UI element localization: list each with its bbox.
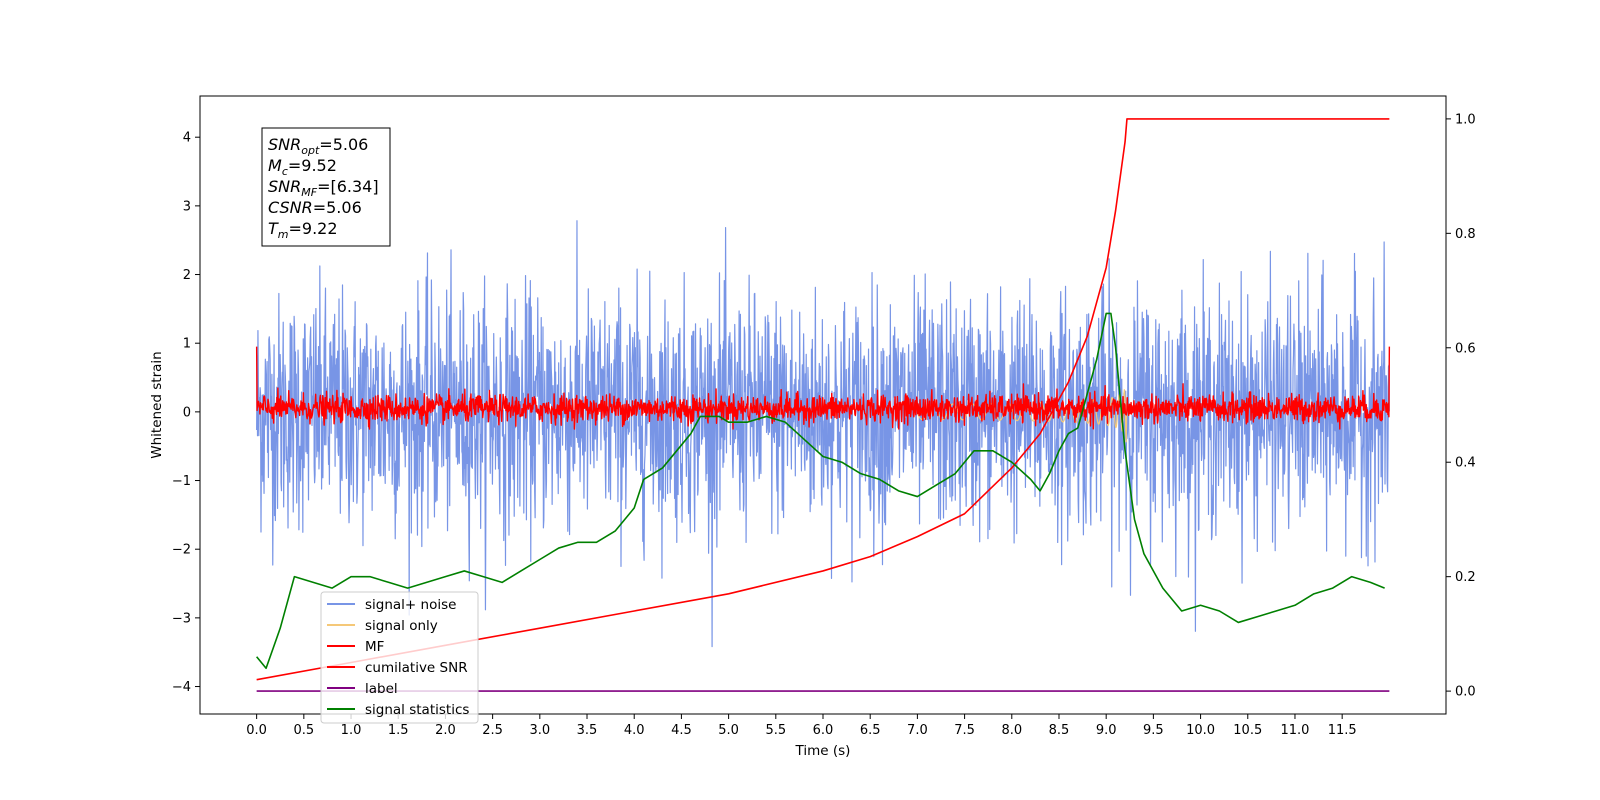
x-tick-label: 10.5 — [1233, 723, 1262, 738]
annotation-line: SNRMF=[6.34] — [268, 177, 379, 199]
annotation-frame — [261, 127, 391, 247]
x-tick-label: 6.0 — [813, 723, 834, 738]
x-tick-label: 3.0 — [529, 723, 550, 738]
series-cumulative-snr-line — [256, 118, 1390, 681]
y2-tick-label: 0.6 — [1455, 341, 1476, 356]
legend-entry-label: label — [365, 681, 398, 697]
x-tick-label: 2.5 — [482, 723, 503, 738]
y-axis-right: 1.0 0.8 0.6 0.4 0.2 0.0 — [1446, 112, 1476, 700]
x-tick-label: 9.5 — [1143, 723, 1164, 738]
x-tick-label: 3.5 — [577, 723, 598, 738]
x-tick-label: 7.5 — [954, 723, 975, 738]
y-axis-label: Whitened strain — [149, 351, 165, 458]
x-tick-label: 11.0 — [1280, 723, 1309, 738]
x-tick-label: 7.0 — [907, 723, 928, 738]
y-tick-label: −3 — [172, 611, 191, 626]
y-tick-label: −2 — [172, 543, 191, 558]
y-tick-label: 3 — [183, 199, 191, 214]
x-tick-label: 2.0 — [435, 723, 456, 738]
x-tick-label: 10.0 — [1186, 723, 1215, 738]
x-tick-label: 1.0 — [341, 723, 362, 738]
y-tick-label: 0 — [183, 405, 191, 420]
y2-tick-label: 0.2 — [1455, 570, 1476, 585]
y2-tick-label: 1.0 — [1455, 112, 1476, 127]
y-axis-left: 4 3 2 1 0 −1 −2 −3 −4 — [172, 131, 200, 695]
x-tick-label: 5.5 — [765, 723, 786, 738]
legend-frame — [320, 591, 479, 724]
legend: signal+ noise signal only MF cumilative SNR… — [320, 591, 479, 724]
y2-tick-label: 0.4 — [1455, 456, 1476, 471]
legend-entry-label: signal statistics — [365, 702, 469, 718]
x-axis: 0.0 0.5 1.0 1.5 2.0 2.5 3.0 3.5 4.0 4.5 5.0 5.5 6.0 6… — [246, 714, 1357, 738]
legend-entry-label: signal+ noise — [365, 597, 456, 613]
legend-entry-label: MF — [365, 639, 384, 655]
x-tick-label: 6.5 — [860, 723, 881, 738]
x-tick-label: 8.0 — [1001, 723, 1022, 738]
y-tick-label: −4 — [172, 680, 191, 695]
y-tick-label: −1 — [172, 474, 191, 489]
x-tick-label: 4.0 — [624, 723, 645, 738]
x-axis-label: Time (s) — [795, 743, 851, 759]
x-tick-label: 4.5 — [671, 723, 692, 738]
x-tick-label: 5.0 — [718, 723, 739, 738]
series-signal-noise-line — [256, 220, 1390, 648]
y2-tick-label: 0.0 — [1455, 685, 1476, 700]
y-tick-label: 1 — [183, 337, 191, 352]
y2-tick-label: 0.8 — [1455, 227, 1476, 242]
annotation-line: SNRopt=5.06 — [268, 135, 368, 157]
y-tick-label: 2 — [183, 268, 191, 283]
series-signal-statistics-line — [256, 312, 1385, 670]
x-tick-label: 8.5 — [1049, 723, 1070, 738]
annotation-line: Mc=9.52 — [268, 156, 337, 178]
legend-entry-label: cumilative SNR — [365, 660, 468, 676]
annotation-line: Tm=9.22 — [268, 219, 338, 241]
x-tick-label: 11.5 — [1328, 723, 1357, 738]
annotation-line: CSNR=5.06 — [268, 198, 362, 217]
x-tick-label: 1.5 — [388, 723, 409, 738]
x-tick-label: 9.0 — [1096, 723, 1117, 738]
x-tick-label: 0.5 — [293, 723, 314, 738]
legend-entry-label: signal only — [365, 618, 438, 634]
x-tick-label: 0.0 — [246, 723, 267, 738]
y-tick-label: 4 — [183, 131, 191, 146]
series-mf-line — [255, 346, 1391, 430]
